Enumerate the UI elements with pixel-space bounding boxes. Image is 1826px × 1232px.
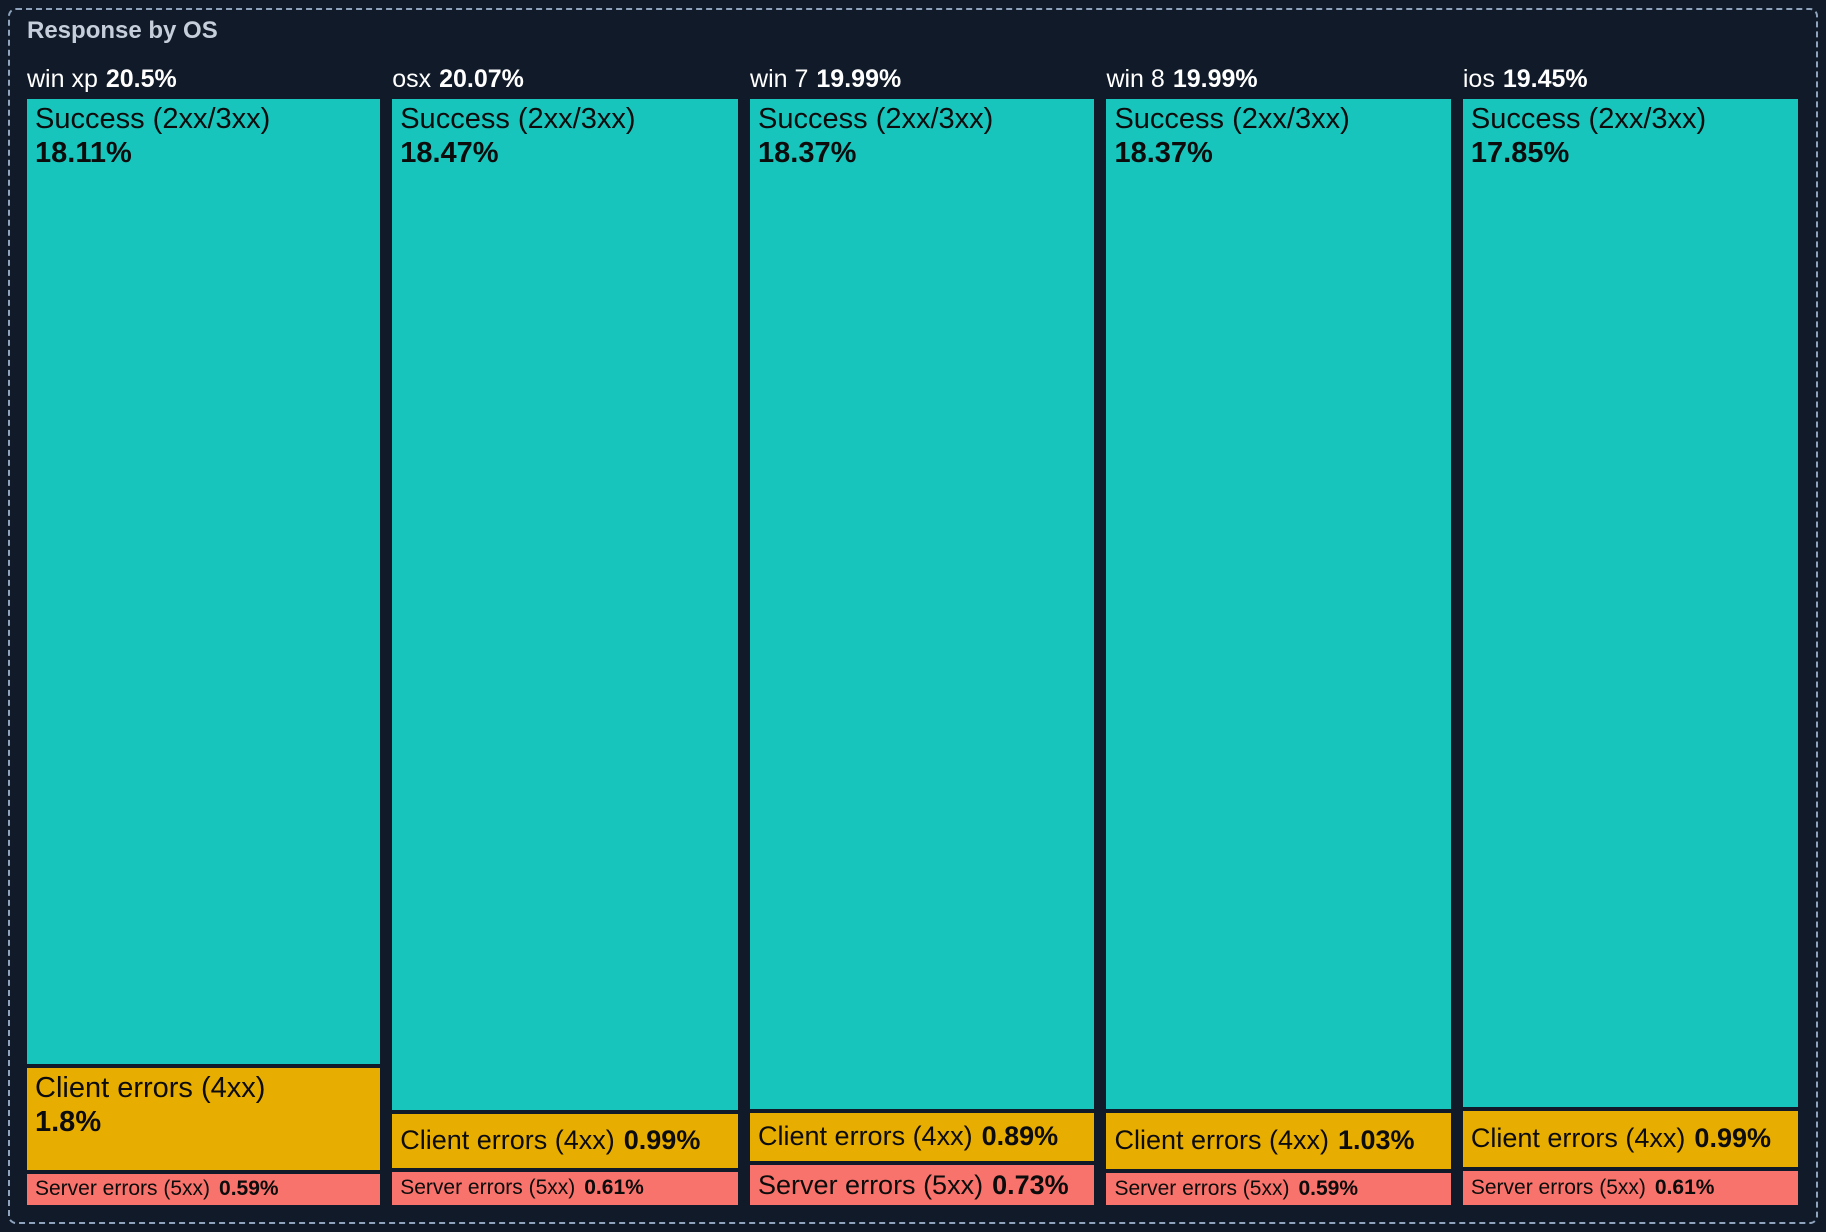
tile-label: Success (2xx/3xx) [758, 103, 994, 135]
os-share: 20.07% [439, 65, 524, 93]
tile-success[interactable]: Success (2xx/3xx) 18.11% [27, 99, 381, 1065]
tile-client-errors[interactable]: Client errors (4xx) 0.99% [392, 1113, 739, 1168]
treemap-column-win-xp: win xp 20.5% Success (2xx/3xx) 18.11% Cli… [27, 64, 381, 1205]
tile-label: Client errors (4xx) [1114, 1125, 1329, 1156]
tile-label: Server errors (5xx) [1114, 1176, 1290, 1200]
os-share: 19.99% [1172, 65, 1258, 93]
column-header: win xp 20.5% [27, 64, 380, 94]
treemap-columns: win xp 20.5% Success (2xx/3xx) 18.11% Cli… [27, 64, 1798, 1205]
os-share: 19.99% [816, 65, 902, 93]
tile-label: Success (2xx/3xx) [400, 103, 636, 135]
tile-value: 0.59% [1298, 1176, 1359, 1200]
os-label: win 8 [1106, 65, 1165, 93]
tile-label: Server errors (5xx) [35, 1177, 211, 1201]
os-share: 20.5% [105, 65, 177, 93]
tile-value: 1.8% [35, 1106, 102, 1139]
tile-label: Server errors (5xx) [1470, 1175, 1646, 1199]
tile-server-errors[interactable]: Server errors (5xx) 0.61% [392, 1171, 739, 1205]
column-header: win 7 19.99% [750, 64, 1094, 94]
column-header: win 8 19.99% [1106, 64, 1450, 94]
os-share: 19.45% [1502, 65, 1588, 93]
tile-server-errors[interactable]: Server errors (5xx) 0.59% [27, 1173, 381, 1205]
tile-label: Server errors (5xx) [400, 1176, 576, 1200]
column-header: ios 19.45% [1463, 64, 1798, 94]
column-segments: Success (2xx/3xx) 18.37% Client errors (… [1106, 99, 1451, 1205]
treemap-column-win-8: win 8 19.99% Success (2xx/3xx) 18.37% Cli… [1106, 64, 1451, 1205]
tile-value: 17.85% [1470, 137, 1570, 169]
tile-value: 0.89% [981, 1121, 1059, 1152]
tile-server-errors[interactable]: Server errors (5xx) 0.59% [1106, 1172, 1451, 1205]
column-segments: Success (2xx/3xx) 17.85% Client errors (… [1462, 99, 1798, 1205]
tile-value: 0.59% [219, 1177, 279, 1201]
tile-label: Client errors (4xx) [400, 1125, 615, 1156]
treemap-column-osx: osx 20.07% Success (2xx/3xx) 18.47% Clien… [392, 64, 739, 1205]
os-label: osx [392, 65, 432, 93]
panel-title: Response by OS [27, 17, 218, 44]
tile-value: 1.03% [1338, 1125, 1415, 1156]
tile-label: Client errors (4xx) [758, 1121, 973, 1152]
treemap-column-win-7: win 7 19.99% Success (2xx/3xx) 18.37% Cli… [750, 64, 1095, 1205]
tile-success[interactable]: Success (2xx/3xx) 17.85% [1462, 99, 1798, 1108]
tile-success[interactable]: Success (2xx/3xx) 18.37% [750, 99, 1095, 1109]
tile-value: 0.99% [623, 1125, 701, 1156]
tile-label: Client errors (4xx) [1470, 1123, 1686, 1154]
tile-success[interactable]: Success (2xx/3xx) 18.37% [1106, 99, 1451, 1109]
os-label: win 7 [750, 65, 809, 93]
tile-value: 0.99% [1694, 1123, 1771, 1154]
column-segments: Success (2xx/3xx) 18.37% Client errors (… [750, 99, 1095, 1205]
tile-client-errors[interactable]: Client errors (4xx) 1.8% [27, 1068, 381, 1170]
tile-label: Server errors (5xx) [758, 1169, 984, 1200]
tile-label: Client errors (4xx) [35, 1072, 266, 1105]
tile-client-errors[interactable]: Client errors (4xx) 1.03% [1106, 1112, 1451, 1169]
os-label: ios [1462, 65, 1495, 93]
tile-value: 0.61% [1654, 1175, 1715, 1199]
tile-label: Success (2xx/3xx) [1470, 103, 1707, 135]
tile-value: 18.37% [1114, 137, 1213, 169]
tile-client-errors[interactable]: Client errors (4xx) 0.99% [1462, 1111, 1798, 1167]
tile-value: 18.11% [35, 137, 132, 169]
panel-content: Response by OS win xp 20.5% Success (2xx/… [27, 16, 1798, 1205]
column-segments: Success (2xx/3xx) 18.11% Client errors (… [27, 99, 381, 1205]
os-label: win xp [27, 65, 98, 93]
tile-value: 0.61% [584, 1176, 644, 1200]
tile-success[interactable]: Success (2xx/3xx) 18.47% [392, 99, 739, 1110]
tile-value: 18.37% [758, 137, 857, 169]
tile-server-errors[interactable]: Server errors (5xx) 0.73% [750, 1165, 1095, 1205]
treemap-column-ios: ios 19.45% Success (2xx/3xx) 17.85% Clien… [1462, 64, 1798, 1205]
tile-value: 0.73% [992, 1169, 1069, 1200]
tile-label: Success (2xx/3xx) [1114, 103, 1350, 135]
column-segments: Success (2xx/3xx) 18.47% Client errors (… [392, 99, 739, 1205]
tile-client-errors[interactable]: Client errors (4xx) 0.89% [750, 1112, 1095, 1162]
tile-label: Success (2xx/3xx) [35, 103, 271, 135]
tile-value: 18.47% [400, 137, 499, 169]
column-header: osx 20.07% [392, 64, 738, 94]
tile-server-errors[interactable]: Server errors (5xx) 0.61% [1462, 1170, 1798, 1205]
